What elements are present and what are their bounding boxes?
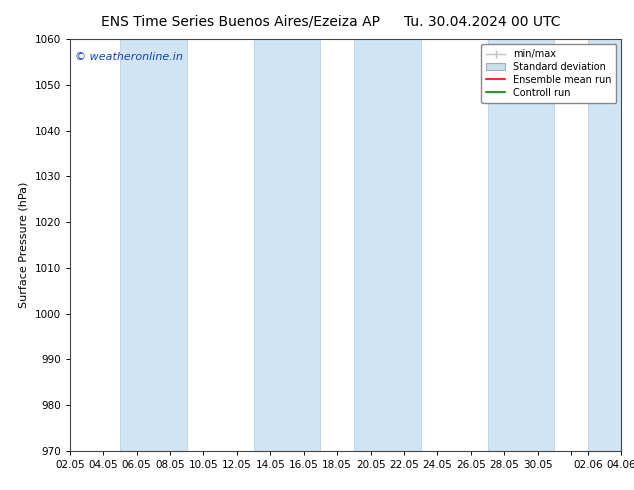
Bar [354,39,421,451]
Bar [488,39,555,451]
Bar [120,39,187,451]
Text: ENS Time Series Buenos Aires/Ezeiza AP: ENS Time Series Buenos Aires/Ezeiza AP [101,15,380,29]
Bar [254,39,320,451]
Legend: min/max, Standard deviation, Ensemble mean run, Controll run: min/max, Standard deviation, Ensemble me… [481,44,616,102]
Y-axis label: Surface Pressure (hPa): Surface Pressure (hPa) [19,182,29,308]
Text: Tu. 30.04.2024 00 UTC: Tu. 30.04.2024 00 UTC [404,15,560,29]
Text: © weatheronline.in: © weatheronline.in [75,51,183,62]
Bar [588,39,634,451]
